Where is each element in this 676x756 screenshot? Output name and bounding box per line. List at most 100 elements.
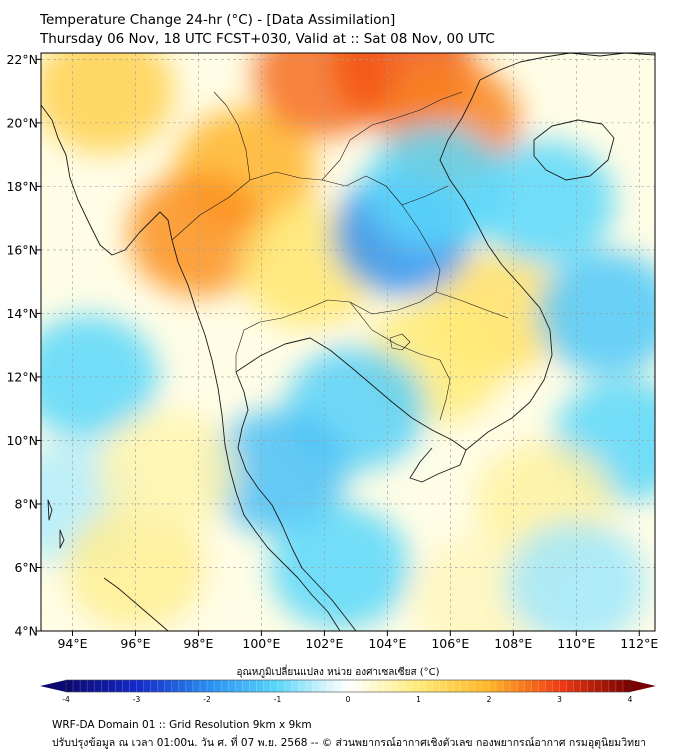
colorbar-segment: [101, 680, 109, 692]
coastline-gulf-thailand: [235, 337, 467, 483]
colorbar-segment: [333, 680, 342, 692]
coastline-sumatra: [103, 577, 169, 631]
coastline-andaman: [47, 499, 65, 549]
colorbar-tick-label: 2: [487, 695, 492, 704]
colorbar-segment: [467, 680, 476, 692]
coastline-myanmar-west: [41, 104, 341, 631]
colorbar-segment: [411, 680, 419, 692]
colorbar-segment: [256, 680, 264, 692]
field-cell-19: [65, 505, 206, 630]
colorbar-segment: [601, 680, 610, 692]
colorbar-segment: [439, 680, 448, 692]
field-cell-5: [41, 53, 174, 154]
field-cell-16: [41, 314, 159, 439]
colorbar-segment: [192, 680, 201, 692]
y-tick-label: 10°N: [6, 433, 38, 448]
colorbar-segment: [263, 680, 271, 692]
colorbar-segment: [136, 680, 145, 692]
colorbar-segment: [355, 680, 363, 692]
colorbar-segment: [496, 680, 504, 692]
x-tick-label: 112°E: [620, 636, 658, 651]
colorbar-segment: [418, 680, 427, 692]
colorbar-segment: [397, 680, 405, 692]
gridlines: [41, 53, 655, 631]
colorbar-segment: [594, 680, 603, 692]
colorbar-segment: [207, 680, 215, 692]
coastline-hainan: [533, 119, 615, 181]
colorbar-tick-label: -1: [274, 695, 282, 704]
colorbar-segment: [305, 680, 314, 692]
colorbar-segment: [383, 680, 391, 692]
colorbar-segment: [453, 680, 462, 692]
field-cell-12: [537, 251, 655, 376]
colorbar-segment: [108, 680, 116, 692]
colorbar-frame: [65, 679, 631, 693]
colorbar-segment: [503, 680, 511, 692]
colorbar-segment: [312, 680, 321, 692]
colorbar-segment: [524, 680, 532, 692]
x-tick-label: 110°E: [557, 636, 595, 651]
field-cell-15: [207, 410, 348, 535]
colorbar-segment: [164, 680, 173, 692]
colorbar-segment: [404, 680, 412, 692]
colorbar-segment: [87, 680, 95, 692]
colorbar-segment: [608, 680, 617, 692]
colorbar-segment: [622, 680, 631, 692]
colorbar-label: อุณหภูมิเปลี่ยนแปลง หน่วย องศาเซลเซียส (…: [236, 667, 440, 678]
field-cell-20: [96, 410, 237, 535]
footer-credit: ปรับปรุงข้อมูล ณ เวลา 01:00น. วัน ศ. ที่…: [52, 737, 647, 749]
x-tick-label: 104°E: [368, 636, 406, 651]
colorbar-segment: [214, 680, 222, 692]
colorbar-segment: [157, 680, 166, 692]
border-cambodia: [349, 301, 451, 421]
colorbar-segment: [171, 680, 180, 692]
colorbar-segment: [115, 680, 123, 692]
colorbar-segment: [376, 680, 384, 692]
colorbar-segment: [221, 680, 229, 692]
colorbar-segment: [242, 680, 250, 692]
colorbar-segment: [580, 680, 589, 692]
colorbar-segment: [432, 680, 441, 692]
colorbar-segment: [348, 680, 356, 692]
axes: 94°E 96°E 98°E 100°E 102°E 104°E 106°E 108°E 110…: [6, 52, 658, 651]
field-cell-10: [364, 124, 505, 249]
colorbar-segment: [573, 680, 582, 692]
colorbar-tick-label: 4: [628, 695, 633, 704]
colorbar-segment: [326, 680, 335, 692]
y-tick-label: 18°N: [6, 179, 38, 194]
colorbar-segment: [481, 680, 490, 692]
x-tick-label: 100°E: [242, 636, 280, 651]
colorbar: -4 -3 -2 -1 0 1 2 3 4: [40, 679, 656, 704]
y-tick-label: 8°N: [14, 496, 38, 511]
field-cell-18: [270, 505, 411, 630]
colorbar-segment: [73, 680, 81, 692]
y-tick-label: 14°N: [6, 306, 38, 321]
x-tick-label: 94°E: [57, 636, 87, 651]
y-tick-label: 22°N: [6, 52, 38, 67]
colorbar-low-extend: [40, 680, 66, 692]
colorbar-tick-label: 1: [416, 695, 421, 704]
colorbar-segment: [178, 680, 187, 692]
y-tick-label: 20°N: [6, 115, 38, 130]
colorbar-segment: [587, 680, 596, 692]
x-tick-label: 102°E: [305, 636, 343, 651]
colorbar-segment: [460, 680, 469, 692]
heatmap-field: [41, 53, 655, 631]
colorbar-segment: [150, 680, 159, 692]
colorbar-segment: [538, 680, 546, 692]
colorbar-segment: [228, 680, 236, 692]
colorbar-segment: [390, 680, 398, 692]
x-tick-label: 96°E: [120, 636, 150, 651]
colorbar-segment: [199, 680, 208, 692]
colorbar-segment: [129, 680, 137, 692]
colorbar-tick-label: -2: [203, 695, 211, 704]
colorbar-segment: [122, 680, 130, 692]
x-tick-label: 106°E: [431, 636, 469, 651]
footer-model-info: WRF-DA Domain 01 :: Grid Resolution 9km …: [52, 719, 312, 731]
colorbar-segment: [362, 680, 370, 692]
colorbar-segment: [531, 680, 539, 692]
colorbar-segment: [446, 680, 455, 692]
plot-frame: [40, 52, 656, 632]
colorbar-segment: [489, 680, 497, 692]
